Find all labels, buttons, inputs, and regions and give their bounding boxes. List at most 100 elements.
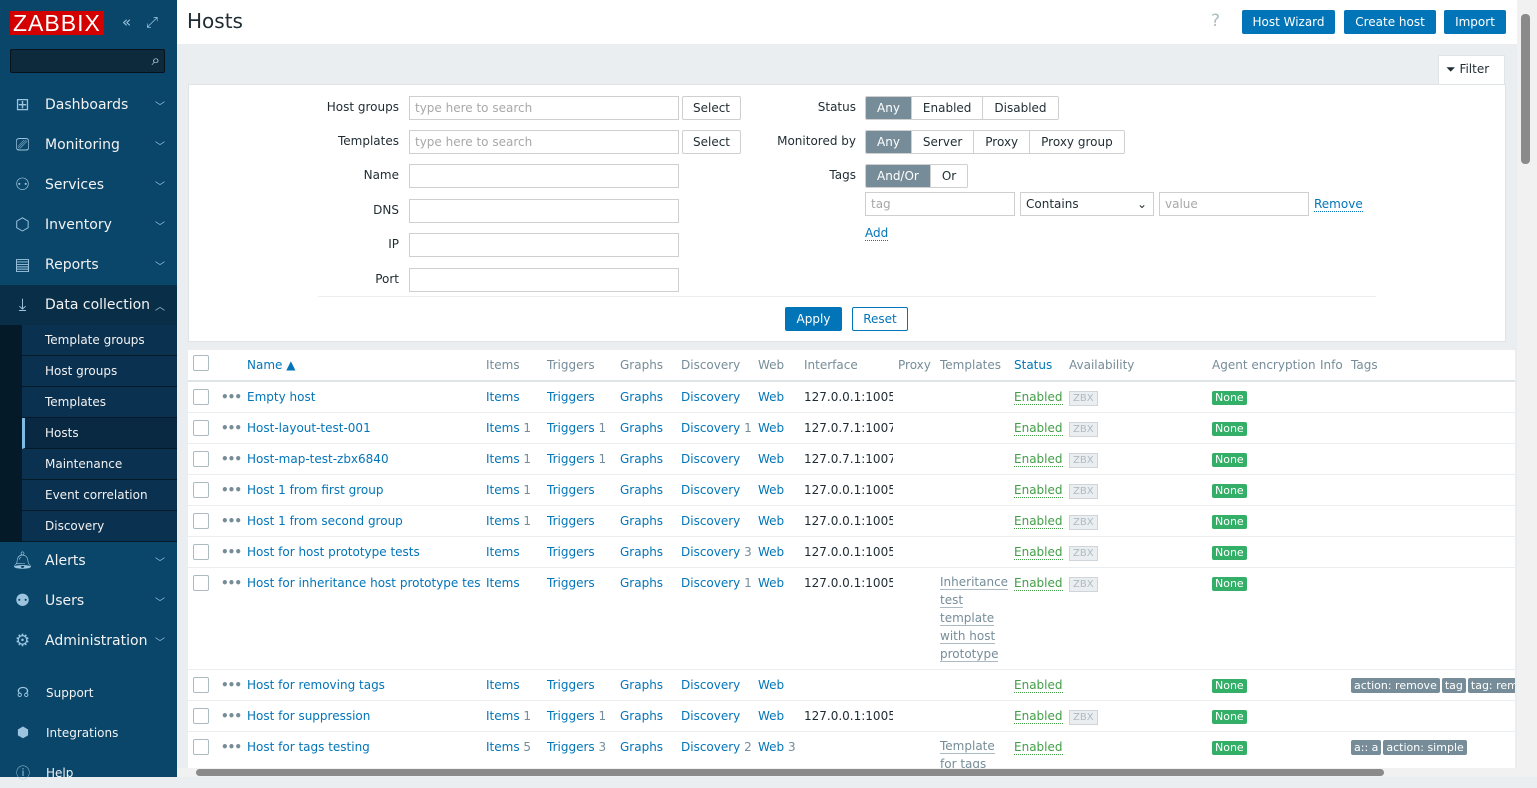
template-link[interactable]: Template for tags xyxy=(940,738,995,768)
host-groups-input[interactable]: type here to search xyxy=(409,96,679,120)
row-checkbox[interactable] xyxy=(193,707,209,724)
triggers-link[interactable]: Triggers xyxy=(547,740,595,754)
graphs-link[interactable]: Graphs xyxy=(620,740,663,754)
graphs-link[interactable]: Graphs xyxy=(620,545,663,559)
tag-name-input[interactable]: tag xyxy=(865,192,1015,216)
more-actions-icon[interactable]: ••• xyxy=(221,420,242,435)
web-link[interactable]: Web xyxy=(758,709,784,723)
discovery-link[interactable]: Discovery xyxy=(681,483,740,497)
menu-administration[interactable]: ⚙ Administration ﹀ xyxy=(0,621,177,661)
discovery-link[interactable]: Discovery xyxy=(681,740,740,754)
more-actions-icon[interactable]: ••• xyxy=(221,677,242,692)
horizontal-scrollbar[interactable] xyxy=(177,768,1517,777)
host-name-link[interactable]: Empty host xyxy=(247,390,316,404)
port-input[interactable] xyxy=(409,268,679,292)
submenu-host-groups[interactable]: Host groups xyxy=(22,356,177,387)
row-checkbox[interactable] xyxy=(193,574,209,591)
status-toggle-link[interactable]: Enabled xyxy=(1014,420,1063,436)
tag-badge[interactable]: action: remove xyxy=(1351,677,1440,693)
status-toggle-link[interactable]: Enabled xyxy=(1014,390,1063,405)
template-link[interactable]: Inheritance test template with host prot… xyxy=(940,574,1009,662)
status-option-enabled[interactable]: Enabled xyxy=(910,97,983,119)
menu-data-collection[interactable]: ⤓ Data collection ︿ xyxy=(0,285,177,325)
column-status[interactable]: Status xyxy=(1009,350,1064,382)
apply-button[interactable]: Apply xyxy=(785,307,842,331)
discovery-link[interactable]: Discovery xyxy=(681,678,740,692)
discovery-link[interactable]: Discovery xyxy=(681,514,740,528)
graphs-link[interactable]: Graphs xyxy=(620,576,663,590)
menu-reports[interactable]: ▤ Reports ﹀ xyxy=(0,245,177,285)
status-toggle-link[interactable]: Enabled xyxy=(1014,708,1063,724)
kiosk-mode-icon[interactable]: ⤢ xyxy=(146,13,159,31)
graphs-link[interactable]: Graphs xyxy=(620,452,663,466)
more-actions-icon[interactable]: ••• xyxy=(221,451,242,466)
items-link[interactable]: Items xyxy=(486,421,520,435)
templates-select-button[interactable]: Select xyxy=(682,130,741,154)
menu-users[interactable]: ⚉ Users ﹀ xyxy=(0,581,177,621)
row-checkbox[interactable] xyxy=(193,481,209,498)
tag-badge[interactable]: tag: rem xyxy=(1467,677,1515,693)
monitored-by-option-any[interactable]: Any xyxy=(866,131,911,153)
items-link[interactable]: Items xyxy=(486,678,520,692)
status-toggle-link[interactable]: Enabled xyxy=(1014,513,1063,529)
ip-input[interactable] xyxy=(409,233,679,257)
filter-tab[interactable]: ⏷ Filter xyxy=(1438,55,1505,85)
menu-services[interactable]: ⚇ Services ﹀ xyxy=(0,165,177,205)
web-link[interactable]: Web xyxy=(758,452,784,466)
discovery-link[interactable]: Discovery xyxy=(681,452,740,466)
items-link[interactable]: Items xyxy=(486,740,520,754)
sidebar-support[interactable]: ☊ Support xyxy=(0,678,177,708)
host-wizard-button[interactable]: Host Wizard xyxy=(1242,10,1335,34)
graphs-link[interactable]: Graphs xyxy=(620,421,663,435)
tag-operator-select[interactable]: Contains ⌄ xyxy=(1020,192,1154,216)
items-link[interactable]: Items xyxy=(486,514,520,528)
row-checkbox[interactable] xyxy=(193,738,209,755)
triggers-link[interactable]: Triggers xyxy=(547,421,595,435)
name-input[interactable] xyxy=(409,164,679,188)
status-toggle-link[interactable]: Enabled xyxy=(1014,544,1063,560)
select-all-checkbox[interactable] xyxy=(193,355,209,371)
row-checkbox[interactable] xyxy=(193,676,209,693)
triggers-link[interactable]: Triggers xyxy=(547,452,595,466)
monitored-by-option-proxy-group[interactable]: Proxy group xyxy=(1029,131,1124,153)
sidebar-help[interactable]: ⓘ Help xyxy=(0,758,177,788)
graphs-link[interactable]: Graphs xyxy=(620,483,663,497)
tag-badge[interactable]: a:: a xyxy=(1351,739,1382,755)
items-link[interactable]: Items xyxy=(486,452,520,466)
submenu-templates[interactable]: Templates xyxy=(22,387,177,418)
triggers-link[interactable]: Triggers xyxy=(547,576,595,590)
more-actions-icon[interactable]: ••• xyxy=(221,513,242,528)
graphs-link[interactable]: Graphs xyxy=(620,709,663,723)
zabbix-logo[interactable]: ZABBIX xyxy=(10,11,104,35)
status-option-disabled[interactable]: Disabled xyxy=(982,97,1058,119)
status-toggle-link[interactable]: Enabled xyxy=(1014,677,1063,693)
submenu-template-groups[interactable]: Template groups xyxy=(22,325,177,356)
monitored-by-option-proxy[interactable]: Proxy xyxy=(973,131,1030,153)
menu-dashboards[interactable]: ⊞ Dashboards ﹀ xyxy=(0,85,177,125)
dns-input[interactable] xyxy=(409,199,679,223)
status-toggle-link[interactable]: Enabled xyxy=(1014,451,1063,467)
host-name-link[interactable]: Host-layout-test-001 xyxy=(247,420,371,435)
triggers-link[interactable]: Triggers xyxy=(547,709,595,723)
triggers-link[interactable]: Triggers xyxy=(547,483,595,497)
row-checkbox[interactable] xyxy=(193,512,209,529)
web-link[interactable]: Web xyxy=(758,576,784,590)
status-toggle-link[interactable]: Enabled xyxy=(1014,482,1063,498)
tag-badge[interactable]: tag xyxy=(1441,677,1466,693)
tag-badge[interactable]: action: simple xyxy=(1383,739,1467,755)
status-toggle-link[interactable]: Enabled xyxy=(1014,575,1063,591)
triggers-link[interactable]: Triggers xyxy=(547,514,595,528)
web-link[interactable]: Web xyxy=(758,421,784,435)
submenu-discovery[interactable]: Discovery xyxy=(22,511,177,542)
host-name-link[interactable]: Host for removing tags xyxy=(247,677,385,692)
web-link[interactable]: Web xyxy=(758,514,784,528)
add-tag-link[interactable]: Add xyxy=(865,226,889,241)
help-icon[interactable]: ? xyxy=(1211,11,1221,31)
web-link[interactable]: Web xyxy=(758,545,784,559)
row-checkbox[interactable] xyxy=(193,543,209,560)
more-actions-icon[interactable]: ••• xyxy=(221,544,242,559)
web-link[interactable]: Web xyxy=(758,740,784,754)
horizontal-scroll-thumb[interactable] xyxy=(196,769,1384,776)
vertical-scrollbar[interactable] xyxy=(1517,0,1537,777)
host-groups-select-button[interactable]: Select xyxy=(682,96,741,120)
